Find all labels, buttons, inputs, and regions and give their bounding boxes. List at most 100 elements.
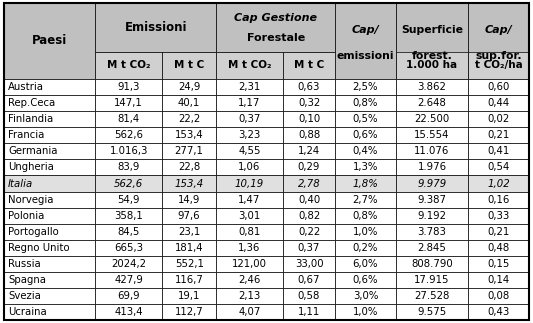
Bar bbox=[395, 143, 469, 159]
Bar bbox=[95, 111, 162, 127]
Bar bbox=[4, 95, 95, 111]
Text: 83,9: 83,9 bbox=[118, 162, 140, 172]
Bar bbox=[95, 95, 162, 111]
Text: 2.845: 2.845 bbox=[417, 243, 447, 253]
Bar bbox=[469, 256, 529, 272]
Text: 1,06: 1,06 bbox=[238, 162, 261, 172]
Text: 54,9: 54,9 bbox=[117, 195, 140, 205]
Text: 22,2: 22,2 bbox=[178, 114, 200, 124]
Text: 3,0%: 3,0% bbox=[353, 291, 378, 301]
Text: 0,63: 0,63 bbox=[298, 82, 320, 92]
Text: 1,24: 1,24 bbox=[298, 146, 320, 156]
Text: 81,4: 81,4 bbox=[118, 114, 140, 124]
Text: Austria: Austria bbox=[8, 82, 44, 92]
Bar bbox=[95, 224, 162, 240]
Bar bbox=[283, 52, 335, 79]
Text: Svezia: Svezia bbox=[8, 291, 41, 301]
Bar bbox=[216, 3, 335, 52]
Text: 1.000 ha: 1.000 ha bbox=[407, 60, 457, 70]
Text: M t CO₂: M t CO₂ bbox=[228, 60, 271, 70]
Bar bbox=[283, 127, 335, 143]
Bar bbox=[95, 52, 162, 79]
Text: 22,8: 22,8 bbox=[178, 162, 200, 172]
Bar bbox=[216, 143, 283, 159]
Text: 3,23: 3,23 bbox=[238, 130, 261, 140]
Text: Ucraina: Ucraina bbox=[8, 307, 47, 318]
Text: 14,9: 14,9 bbox=[178, 195, 200, 205]
Text: Polonia: Polonia bbox=[8, 211, 44, 221]
Text: 2,31: 2,31 bbox=[238, 82, 261, 92]
Bar bbox=[95, 192, 162, 208]
Text: 1,0%: 1,0% bbox=[353, 227, 378, 237]
Bar bbox=[469, 127, 529, 143]
Text: 4,55: 4,55 bbox=[238, 146, 261, 156]
Text: 3.783: 3.783 bbox=[417, 227, 447, 237]
Text: 0,14: 0,14 bbox=[487, 275, 510, 285]
Bar bbox=[469, 143, 529, 159]
Bar bbox=[95, 175, 162, 192]
Bar bbox=[162, 175, 216, 192]
Bar bbox=[469, 52, 529, 79]
Text: 0,43: 0,43 bbox=[487, 307, 510, 318]
Bar bbox=[4, 272, 95, 288]
Text: Portogallo: Portogallo bbox=[8, 227, 59, 237]
Text: Spagna: Spagna bbox=[8, 275, 46, 285]
Text: 9.979: 9.979 bbox=[417, 179, 447, 189]
Bar bbox=[216, 175, 283, 192]
Bar bbox=[162, 143, 216, 159]
Text: 0,81: 0,81 bbox=[238, 227, 261, 237]
Bar bbox=[469, 159, 529, 175]
Text: emissioni: emissioni bbox=[337, 51, 394, 61]
Bar bbox=[4, 240, 95, 256]
Text: 1,36: 1,36 bbox=[238, 243, 261, 253]
Text: 22.500: 22.500 bbox=[414, 114, 450, 124]
Text: 3,01: 3,01 bbox=[238, 211, 261, 221]
Bar bbox=[395, 3, 469, 79]
Text: 0,2%: 0,2% bbox=[353, 243, 378, 253]
Text: 2,7%: 2,7% bbox=[353, 195, 378, 205]
Bar bbox=[395, 272, 469, 288]
Bar bbox=[216, 208, 283, 224]
Text: 1,3%: 1,3% bbox=[353, 162, 378, 172]
Bar bbox=[95, 3, 216, 52]
Bar bbox=[162, 192, 216, 208]
Bar bbox=[335, 127, 395, 143]
Text: 2,46: 2,46 bbox=[238, 275, 261, 285]
Bar bbox=[4, 143, 95, 159]
Text: 0,33: 0,33 bbox=[487, 211, 510, 221]
Bar bbox=[335, 111, 395, 127]
Text: 665,3: 665,3 bbox=[114, 243, 143, 253]
Bar bbox=[162, 272, 216, 288]
Text: 1,47: 1,47 bbox=[238, 195, 261, 205]
Text: 153,4: 153,4 bbox=[175, 130, 204, 140]
Text: 2,13: 2,13 bbox=[238, 291, 261, 301]
Bar bbox=[95, 304, 162, 320]
Text: Superficie: Superficie bbox=[401, 25, 463, 35]
Bar bbox=[395, 95, 469, 111]
Bar bbox=[469, 304, 529, 320]
Bar bbox=[162, 95, 216, 111]
Bar bbox=[469, 224, 529, 240]
Text: Francia: Francia bbox=[8, 130, 44, 140]
Text: 69,9: 69,9 bbox=[117, 291, 140, 301]
Bar bbox=[162, 256, 216, 272]
Bar bbox=[95, 159, 162, 175]
Bar bbox=[162, 127, 216, 143]
Text: Cap Gestione: Cap Gestione bbox=[234, 13, 317, 23]
Text: 9.575: 9.575 bbox=[417, 307, 447, 318]
Bar bbox=[95, 272, 162, 288]
Bar bbox=[95, 208, 162, 224]
Bar bbox=[395, 288, 469, 304]
Bar bbox=[95, 127, 162, 143]
Text: Italia: Italia bbox=[8, 179, 33, 189]
Bar bbox=[335, 224, 395, 240]
Text: 0,21: 0,21 bbox=[487, 227, 510, 237]
Text: 0,8%: 0,8% bbox=[353, 98, 378, 108]
Bar bbox=[335, 79, 395, 95]
Text: 24,9: 24,9 bbox=[178, 82, 200, 92]
Text: 0,60: 0,60 bbox=[487, 82, 510, 92]
Text: 121,00: 121,00 bbox=[232, 259, 267, 269]
Bar bbox=[395, 240, 469, 256]
Bar bbox=[335, 159, 395, 175]
Text: 0,6%: 0,6% bbox=[353, 275, 378, 285]
